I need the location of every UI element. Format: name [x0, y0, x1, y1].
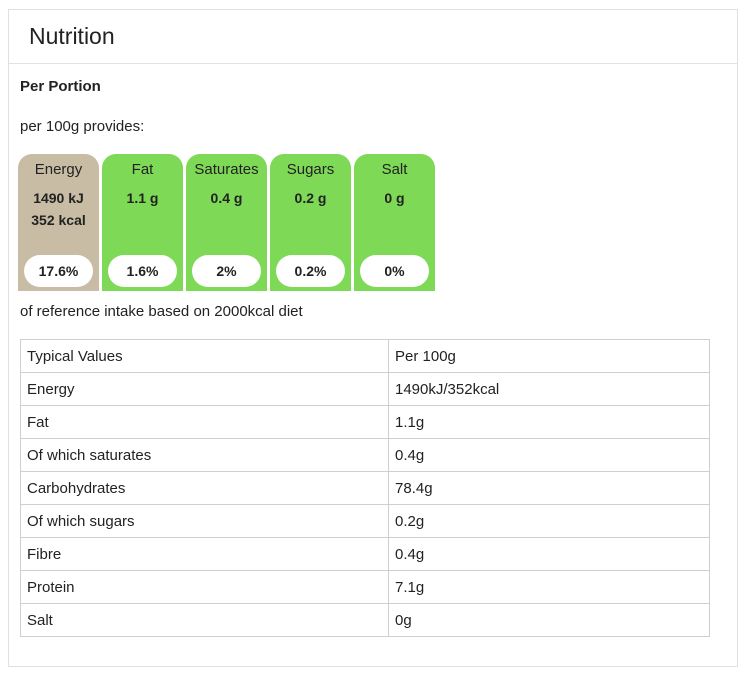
table-cell-value: 7.1g	[388, 570, 710, 604]
table-cell-value: 0.4g	[388, 438, 710, 472]
panel-title: Nutrition	[29, 23, 115, 49]
table-row: Fat 1.1g	[20, 405, 710, 439]
tile-fat: Fat 1.1 g 1.6%	[102, 154, 183, 291]
table-cell-value: 78.4g	[388, 471, 710, 505]
tile-value: 0.2 g	[294, 190, 327, 206]
nutrition-tiles: Energy 1490 kJ 352 kcal 17.6% Fat 1.1 g …	[18, 154, 438, 291]
tile-label: Sugars	[286, 161, 335, 178]
table-row: Of which saturates 0.4g	[20, 438, 710, 472]
table-cell-value: 0g	[388, 603, 710, 637]
panel-header: Nutrition	[9, 10, 737, 64]
reference-intake-note: of reference intake based on 2000kcal di…	[20, 303, 303, 320]
table-header-row: Typical Values Per 100g	[20, 339, 710, 373]
tile-energy: Energy 1490 kJ 352 kcal 17.6%	[18, 154, 99, 291]
table-row: Carbohydrates 78.4g	[20, 471, 710, 505]
table-cell-name: Of which sugars	[20, 504, 389, 538]
table-cell-name: Carbohydrates	[20, 471, 389, 505]
tile-percent: 2%	[192, 255, 261, 287]
table-header-cell: Per 100g	[388, 339, 710, 373]
tile-saturates: Saturates 0.4 g 2%	[186, 154, 267, 291]
tile-label: Energy	[34, 161, 83, 178]
tile-sugars: Sugars 0.2 g 0.2%	[270, 154, 351, 291]
table-cell-value: 0.4g	[388, 537, 710, 571]
table-cell-name: Fat	[20, 405, 389, 439]
tile-salt: Salt 0 g 0%	[354, 154, 435, 291]
table-cell-name: Salt	[20, 603, 389, 637]
tile-label: Fat	[131, 161, 154, 178]
table-row: Energy 1490kJ/352kcal	[20, 372, 710, 406]
tile-label: Salt	[381, 161, 408, 178]
table-row: Of which sugars 0.2g	[20, 504, 710, 538]
table-cell-name: Fibre	[20, 537, 389, 571]
table-row: Salt 0g	[20, 603, 710, 637]
tile-percent: 0.2%	[276, 255, 345, 287]
tile-label: Saturates	[194, 161, 259, 178]
provides-text: per 100g provides:	[20, 118, 145, 135]
tile-value: 1.1 g	[126, 190, 159, 206]
nutrition-table: Typical Values Per 100g Energy 1490kJ/35…	[20, 339, 710, 637]
portion-title: Per Portion	[20, 78, 101, 95]
table-cell-name: Of which saturates	[20, 438, 389, 472]
tile-percent: 1.6%	[108, 255, 177, 287]
tile-percent: 0%	[360, 255, 429, 287]
table-row: Fibre 0.4g	[20, 537, 710, 571]
table-cell-value: 0.2g	[388, 504, 710, 538]
table-cell-value: 1.1g	[388, 405, 710, 439]
tile-value-kcal: 352 kcal	[31, 212, 86, 228]
tile-value: 1490 kJ	[33, 190, 84, 206]
table-cell-value: 1490kJ/352kcal	[388, 372, 710, 406]
table-row: Protein 7.1g	[20, 570, 710, 604]
table-cell-name: Protein	[20, 570, 389, 604]
tile-value: 0.4 g	[210, 190, 243, 206]
tile-value: 0 g	[384, 190, 405, 206]
table-cell-name: Energy	[20, 372, 389, 406]
table-header-cell: Typical Values	[20, 339, 389, 373]
tile-percent: 17.6%	[24, 255, 93, 287]
